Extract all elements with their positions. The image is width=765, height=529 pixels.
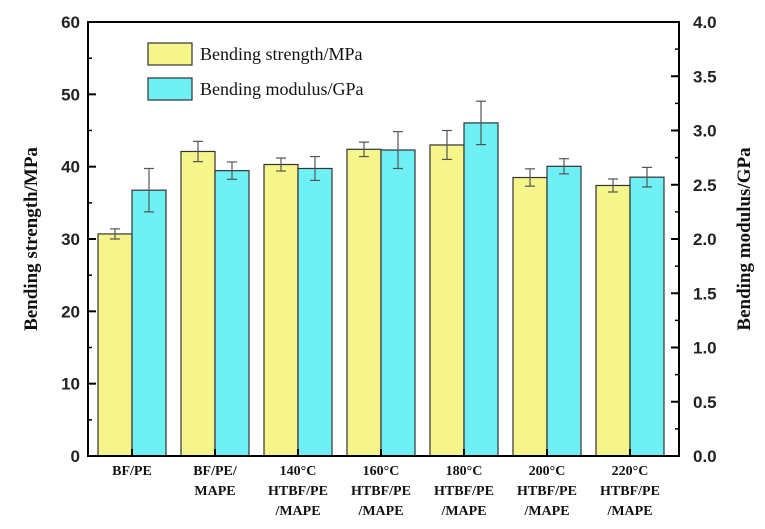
modulus-bar-error: [559, 158, 569, 175]
modulus-bar-error: [227, 161, 237, 180]
category-label-line: /MAPE: [274, 504, 320, 519]
right-tick-label: 4.0: [693, 13, 717, 32]
left-tick-label: 30: [61, 230, 80, 249]
strength-bar: [263, 163, 299, 457]
strength-bar-error: [608, 178, 618, 193]
category-label-line: HTBF/PE: [351, 484, 411, 499]
left-axis: 0 10 20 30 40 50 60: [61, 13, 96, 466]
right-tick-label: 2.0: [693, 230, 717, 249]
category-label-line: /MAPE: [523, 504, 569, 519]
strength-bar: [180, 150, 216, 457]
strength-bar: [429, 144, 465, 457]
category-label-line: HTBF/PE: [268, 484, 328, 499]
left-tick-label: 0: [71, 447, 80, 466]
category-label-line: 180°C: [446, 464, 483, 479]
category-label-line: 140°C: [280, 464, 317, 479]
legend-label-modulus: Bending modulus/GPa: [200, 79, 364, 99]
left-tick-label: 50: [61, 85, 80, 104]
category-label: BF/PE: [112, 464, 152, 479]
right-tick-label: 0.0: [693, 447, 717, 466]
legend-label-strength: Bending strength/MPa: [200, 44, 363, 64]
left-axis-title: Bending strength/MPa: [21, 147, 42, 331]
category-label-line: HTBF/PE: [517, 484, 577, 499]
category-label-line: 220°C: [612, 464, 649, 479]
strength-bar-error: [442, 129, 452, 161]
bars-layer: [97, 100, 665, 457]
category-label-line: /MAPE: [606, 504, 652, 519]
modulus-bar: [546, 165, 582, 457]
category-label: 180°C HTBF/PE/MAPE: [434, 464, 494, 519]
modulus-bar: [131, 189, 167, 457]
strength-bar-error: [276, 157, 286, 172]
modulus-bar-error: [144, 167, 154, 213]
right-tick-label: 3.0: [693, 122, 717, 141]
legend-swatch-modulus: [147, 77, 193, 101]
right-axis-title: Bending modulus/GPa: [734, 147, 755, 331]
right-tick-label: 1.0: [693, 339, 717, 358]
strength-bar-error: [359, 141, 369, 158]
category-label-line: /MAPE: [440, 504, 486, 519]
left-tick-label: 40: [61, 158, 80, 177]
x-axis-categories: BF/PE BF/PE/MAPE 140°C HTBF/PE/MAPE 160°C HTB…: [112, 449, 660, 519]
legend-swatch-strength: [147, 42, 193, 66]
modulus-bar-error: [642, 166, 652, 188]
category-label: BF/PE/MAPE: [193, 464, 238, 499]
category-label-line: BF/PE: [112, 464, 152, 479]
modulus-bar: [297, 167, 333, 457]
category-label-line: 200°C: [529, 464, 566, 479]
strength-bar-error: [193, 140, 203, 163]
right-tick-label: 0.5: [693, 393, 717, 412]
strength-bar: [97, 233, 133, 457]
category-label-line: HTBF/PE: [600, 484, 660, 499]
modulus-bar-error: [310, 155, 320, 182]
category-label-line: MAPE: [194, 484, 235, 499]
category-label: 220°C HTBF/PE/MAPE: [600, 464, 660, 519]
left-tick-label: 20: [61, 302, 80, 321]
strength-bar: [346, 148, 382, 457]
right-axis: 0.0 0.5 1.0 1.5 2.0 2.5 3.0 3.5 4.0: [671, 13, 717, 466]
category-label-line: 160°C: [363, 464, 400, 479]
modulus-bar-error: [476, 100, 486, 146]
modulus-bar-error: [393, 130, 403, 170]
modulus-bar: [214, 170, 250, 457]
strength-bar-error: [110, 228, 120, 240]
strength-bar: [595, 184, 631, 457]
left-tick-label: 60: [61, 13, 80, 32]
right-tick-label: 2.5: [693, 176, 717, 195]
category-label: 160°C HTBF/PE/MAPE: [351, 464, 411, 519]
right-tick-label: 1.5: [693, 284, 717, 303]
strength-bar-error: [525, 168, 535, 187]
modulus-bar: [380, 149, 416, 457]
strength-bar: [512, 176, 548, 457]
modulus-bar: [629, 176, 665, 457]
left-tick-label: 10: [61, 375, 80, 394]
legend: Bending strength/MPa Bending modulus/GPa: [147, 42, 364, 101]
right-tick-label: 3.5: [693, 67, 717, 86]
category-label-line: BF/PE/: [193, 464, 238, 479]
category-label: 200°C HTBF/PE/MAPE: [517, 464, 577, 519]
category-label: 140°C HTBF/PE/MAPE: [268, 464, 328, 519]
category-label-line: HTBF/PE: [434, 484, 494, 499]
category-label-line: /MAPE: [357, 504, 403, 519]
modulus-bar: [463, 122, 499, 457]
